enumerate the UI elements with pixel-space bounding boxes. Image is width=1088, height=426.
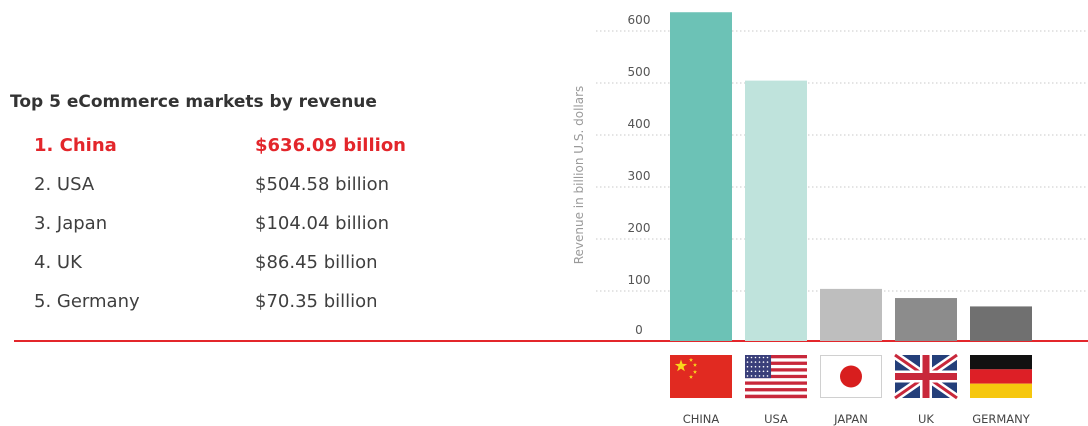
- star-icon: [754, 356, 757, 359]
- flag-field: [670, 355, 732, 398]
- star-icon: [762, 375, 765, 377]
- star-icon: [750, 370, 753, 373]
- y-tick-label: 0: [635, 323, 643, 337]
- x-tick-label: JAPAN: [833, 412, 868, 426]
- bar-germany: [970, 306, 1032, 341]
- x-tick-label: GERMANY: [972, 412, 1031, 426]
- ranking-country: 4. UK: [34, 252, 82, 273]
- star-icon: [766, 361, 769, 363]
- flag-stripe: [745, 361, 807, 366]
- flag-stripe: [745, 355, 807, 359]
- ranking-row-japan: 3. Japan $104.04 billion: [34, 206, 554, 245]
- flag-stripe: [745, 378, 807, 382]
- flag-stripe: [745, 358, 807, 362]
- flag-stripe: [745, 394, 807, 399]
- ranking-list: 1. China $636.09 billion 2. USA $504.58 …: [34, 128, 554, 323]
- usa-flag: [745, 355, 807, 399]
- ranking-row-usa: 2. USA $504.58 billion: [34, 167, 554, 206]
- star-icon: [750, 356, 753, 359]
- sun-disc-icon: [840, 365, 862, 388]
- bar-usa: [745, 80, 807, 341]
- y-axis-label: Revenue in billion U.S. dollars: [572, 86, 586, 265]
- uk-flag: [892, 351, 960, 402]
- star-icon: [750, 361, 753, 363]
- star-icon: [688, 374, 694, 379]
- flag-field: [820, 355, 882, 398]
- flag-stripe: [745, 381, 807, 385]
- ranking-row-germany: 5. Germany $70.35 billion: [34, 284, 554, 323]
- section-divider: [14, 340, 1088, 342]
- star-icon: [758, 370, 761, 373]
- ranking-country: 1. China: [34, 135, 117, 156]
- flag-stripe: [745, 388, 807, 392]
- star-icon: [750, 375, 753, 377]
- star-icon: [750, 365, 753, 368]
- y-tick-label: 100: [628, 273, 651, 287]
- star-icon: [754, 365, 757, 368]
- y-tick-label: 200: [628, 221, 651, 235]
- star-icon: [688, 357, 694, 362]
- ranking-row-china: 1. China $636.09 billion: [34, 128, 554, 167]
- ranking-row-uk: 4. UK $86.45 billion: [34, 245, 554, 284]
- star-icon: [762, 356, 765, 359]
- star-icon: [746, 370, 749, 373]
- ranking-title: Top 5 eCommerce markets by revenue: [10, 92, 377, 112]
- y-tick-label: 500: [628, 65, 651, 79]
- ranking-revenue: $504.58 billion: [255, 174, 390, 195]
- star-icon: [746, 356, 749, 359]
- x-tick-label: USA: [764, 412, 788, 426]
- revenue-bar-chart: Revenue in billion U.S. dollars 0 100 200 3…: [572, 12, 1088, 426]
- flag-stripe: [745, 368, 807, 372]
- ranking-country: 3. Japan: [34, 213, 108, 234]
- flag-stripe: [745, 384, 807, 389]
- ranking-revenue: $104.04 billion: [255, 213, 390, 234]
- ranking-panel: Top 5 eCommerce markets by revenue 1. Ch…: [0, 0, 560, 340]
- flag-stripe: [745, 364, 807, 369]
- star-icon: [754, 375, 757, 377]
- flag-stripe: [745, 391, 807, 395]
- star-icon: [754, 361, 757, 363]
- ranking-country: 2. USA: [34, 174, 95, 195]
- star-icon: [766, 375, 769, 377]
- y-tick-label: 400: [628, 117, 651, 131]
- star-icon: [766, 365, 769, 368]
- japan-flag: [820, 355, 882, 398]
- china-flag: [670, 355, 732, 398]
- flag-stripe: [745, 374, 807, 379]
- x-tick-label: UK: [918, 412, 934, 426]
- flag-stripe: [970, 369, 1032, 384]
- flag-stripe: [745, 371, 807, 376]
- star-icon: [758, 365, 761, 368]
- star-icon: [762, 361, 765, 363]
- ranking-revenue: $86.45 billion: [255, 252, 378, 273]
- star-icon: [692, 362, 698, 367]
- ranking-revenue: $70.35 billion: [255, 291, 378, 312]
- bar-japan: [820, 288, 882, 341]
- y-tick-label: 300: [628, 169, 651, 183]
- flag-cross: [895, 373, 957, 380]
- star-icon: [692, 369, 698, 374]
- flag-stripe: [970, 355, 1032, 370]
- y-tick-label: 600: [628, 13, 651, 27]
- star-icon: [762, 370, 765, 373]
- star-icon: [754, 370, 757, 373]
- ranking-country: 5. Germany: [34, 291, 140, 312]
- bar-china: [670, 12, 732, 341]
- star-icon: [758, 361, 761, 363]
- star-icon: [766, 370, 769, 373]
- star-icon: [766, 356, 769, 359]
- flag-stripe: [970, 383, 1032, 398]
- star-icon: [674, 359, 688, 372]
- star-icon: [758, 375, 761, 377]
- flag-canton: [745, 355, 772, 379]
- germany-flag: [970, 355, 1032, 398]
- star-icon: [746, 361, 749, 363]
- ranking-revenue: $636.09 billion: [255, 135, 406, 156]
- star-icon: [746, 375, 749, 377]
- star-icon: [762, 365, 765, 368]
- bar-uk: [895, 298, 957, 341]
- star-icon: [758, 356, 761, 359]
- x-tick-label: CHINA: [683, 412, 720, 426]
- star-icon: [746, 365, 749, 368]
